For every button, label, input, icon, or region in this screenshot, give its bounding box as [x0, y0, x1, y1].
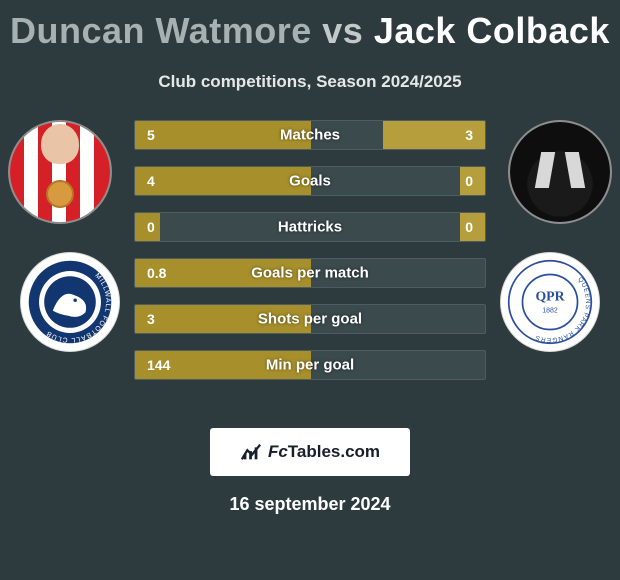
stat-value-left: 5 [147, 127, 155, 143]
stat-value-left: 144 [147, 357, 170, 373]
stat-label: Shots per goal [258, 311, 362, 328]
stat-bar-left [135, 167, 311, 195]
stat-row: 0.8 Goals per match [134, 258, 486, 288]
club1-badge: MILLWALL FOOTBALL CLUB [20, 252, 120, 352]
player1-name: Duncan Watmore [10, 10, 312, 51]
stat-label: Hattricks [278, 219, 342, 236]
vs-text: vs [322, 10, 363, 51]
subtitle: Club competitions, Season 2024/2025 [0, 72, 620, 92]
player1-avatar [8, 120, 112, 224]
date-text: 16 september 2024 [0, 494, 620, 515]
source-badge: FcTables.com [210, 428, 410, 476]
jersey-badge-icon [46, 180, 74, 208]
stat-value-right: 0 [465, 173, 473, 189]
stat-value-right: 0 [465, 219, 473, 235]
stat-value-left: 4 [147, 173, 155, 189]
svg-text:1882: 1882 [542, 307, 557, 314]
stat-label: Goals per match [251, 265, 369, 282]
player1-jersey [10, 122, 110, 222]
stat-value-right: 3 [465, 127, 473, 143]
club2-crest-icon: QPR 1882 QUEENS PARK RANGERS [507, 259, 593, 345]
player2-jersey [510, 122, 610, 222]
stat-label: Min per goal [266, 357, 354, 374]
stat-row: 3 Shots per goal [134, 304, 486, 334]
qpr-monogram: QPR [535, 288, 565, 303]
club2-badge: QPR 1882 QUEENS PARK RANGERS [500, 252, 600, 352]
chart-icon [240, 441, 262, 463]
stat-row: 4 0 Goals [134, 166, 486, 196]
club1-crest-icon: MILLWALL FOOTBALL CLUB [27, 259, 113, 345]
stat-value-left: 0.8 [147, 265, 166, 281]
stat-label: Matches [280, 127, 340, 144]
player2-avatar [508, 120, 612, 224]
comparison-title: Duncan Watmore vs Jack Colback [0, 0, 620, 52]
stat-row: 5 3 Matches [134, 120, 486, 150]
stat-value-left: 0 [147, 219, 155, 235]
stat-row: 0 0 Hattricks [134, 212, 486, 242]
stat-bars: 5 3 Matches 4 0 Goals 0 0 Hattricks 0.8 Goals per … [134, 120, 486, 380]
comparison-panel: MILLWALL FOOTBALL CLUB QPR 1882 QUEENS P… [0, 120, 620, 410]
source-text: FcTables.com [268, 442, 380, 462]
stat-value-left: 3 [147, 311, 155, 327]
stat-label: Goals [289, 173, 331, 190]
player2-name: Jack Colback [374, 10, 610, 51]
stat-row: 144 Min per goal [134, 350, 486, 380]
